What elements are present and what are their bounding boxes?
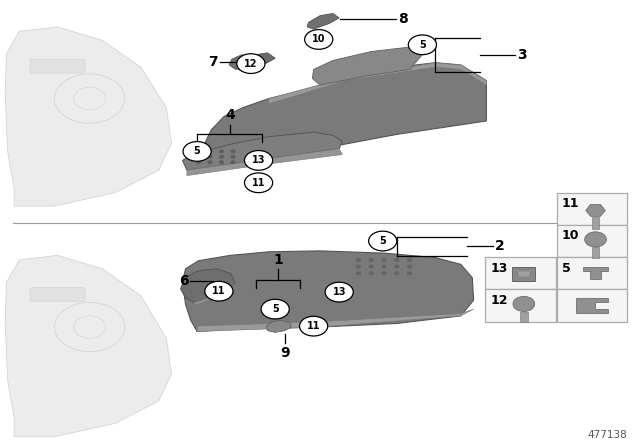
Circle shape: [408, 35, 436, 55]
Polygon shape: [182, 251, 474, 332]
Polygon shape: [592, 217, 599, 228]
Text: 10: 10: [312, 34, 326, 44]
Text: 1: 1: [273, 253, 284, 267]
Circle shape: [408, 265, 412, 268]
Text: 12: 12: [490, 294, 508, 307]
Circle shape: [356, 265, 360, 268]
Text: 11: 11: [252, 178, 266, 188]
Text: 6: 6: [179, 274, 189, 289]
Text: 5: 5: [562, 262, 571, 275]
Text: 3: 3: [517, 47, 527, 62]
Polygon shape: [518, 271, 530, 277]
Circle shape: [208, 155, 212, 158]
Text: 11: 11: [307, 321, 321, 331]
Text: 12: 12: [244, 59, 258, 69]
Polygon shape: [5, 255, 172, 437]
Circle shape: [261, 299, 289, 319]
Circle shape: [244, 173, 273, 193]
Circle shape: [196, 155, 200, 158]
Polygon shape: [576, 298, 608, 313]
Circle shape: [395, 258, 399, 261]
Polygon shape: [197, 309, 474, 332]
Bar: [557, 289, 627, 322]
Polygon shape: [187, 149, 342, 176]
Polygon shape: [520, 311, 527, 322]
Text: 7: 7: [208, 55, 218, 69]
Circle shape: [208, 150, 212, 153]
Text: 11: 11: [562, 197, 579, 210]
Polygon shape: [229, 55, 250, 69]
Text: 13: 13: [490, 262, 508, 275]
Text: 2: 2: [495, 239, 505, 254]
Polygon shape: [182, 132, 342, 170]
Bar: [557, 257, 627, 289]
Text: 477138: 477138: [588, 430, 627, 440]
Circle shape: [244, 151, 273, 170]
Circle shape: [356, 272, 360, 275]
Polygon shape: [512, 267, 535, 281]
Circle shape: [356, 258, 360, 261]
Polygon shape: [205, 63, 486, 168]
Text: 5: 5: [194, 146, 200, 156]
Polygon shape: [307, 13, 339, 29]
Circle shape: [513, 296, 535, 311]
Circle shape: [585, 232, 607, 247]
Bar: [485, 289, 556, 322]
Circle shape: [408, 258, 412, 261]
Bar: [557, 193, 627, 225]
Text: 5: 5: [419, 40, 426, 50]
Circle shape: [208, 161, 212, 164]
Circle shape: [237, 54, 265, 73]
Circle shape: [395, 265, 399, 268]
Bar: [557, 225, 627, 257]
Polygon shape: [232, 53, 275, 72]
Text: 8: 8: [398, 12, 408, 26]
Circle shape: [408, 272, 412, 275]
Circle shape: [231, 150, 235, 153]
Circle shape: [369, 272, 373, 275]
Polygon shape: [194, 283, 236, 306]
Circle shape: [382, 258, 386, 261]
Circle shape: [382, 265, 386, 268]
FancyBboxPatch shape: [30, 59, 85, 73]
Circle shape: [231, 155, 235, 158]
Polygon shape: [592, 247, 599, 258]
Text: 5: 5: [380, 236, 386, 246]
Circle shape: [220, 155, 223, 158]
Circle shape: [205, 281, 233, 301]
Text: 4: 4: [225, 108, 236, 122]
Circle shape: [196, 161, 200, 164]
Polygon shape: [266, 320, 291, 332]
FancyBboxPatch shape: [30, 288, 85, 302]
Text: 5: 5: [272, 304, 278, 314]
Circle shape: [220, 150, 223, 153]
Circle shape: [382, 272, 386, 275]
Bar: [485, 257, 556, 289]
Text: 11: 11: [212, 286, 226, 296]
Circle shape: [231, 161, 235, 164]
Text: 10: 10: [562, 229, 579, 242]
Circle shape: [369, 231, 397, 251]
Circle shape: [183, 142, 211, 161]
Text: 13: 13: [252, 155, 266, 165]
Circle shape: [305, 30, 333, 49]
Circle shape: [325, 282, 353, 302]
Polygon shape: [269, 63, 486, 104]
Circle shape: [196, 150, 200, 153]
Circle shape: [395, 272, 399, 275]
Circle shape: [220, 161, 223, 164]
Polygon shape: [180, 269, 236, 302]
Polygon shape: [5, 27, 172, 206]
Polygon shape: [586, 204, 605, 216]
Circle shape: [369, 265, 373, 268]
Circle shape: [300, 316, 328, 336]
Text: 9: 9: [280, 346, 290, 360]
Text: 13: 13: [332, 287, 346, 297]
Polygon shape: [312, 47, 422, 85]
Polygon shape: [583, 267, 608, 279]
Circle shape: [369, 258, 373, 261]
